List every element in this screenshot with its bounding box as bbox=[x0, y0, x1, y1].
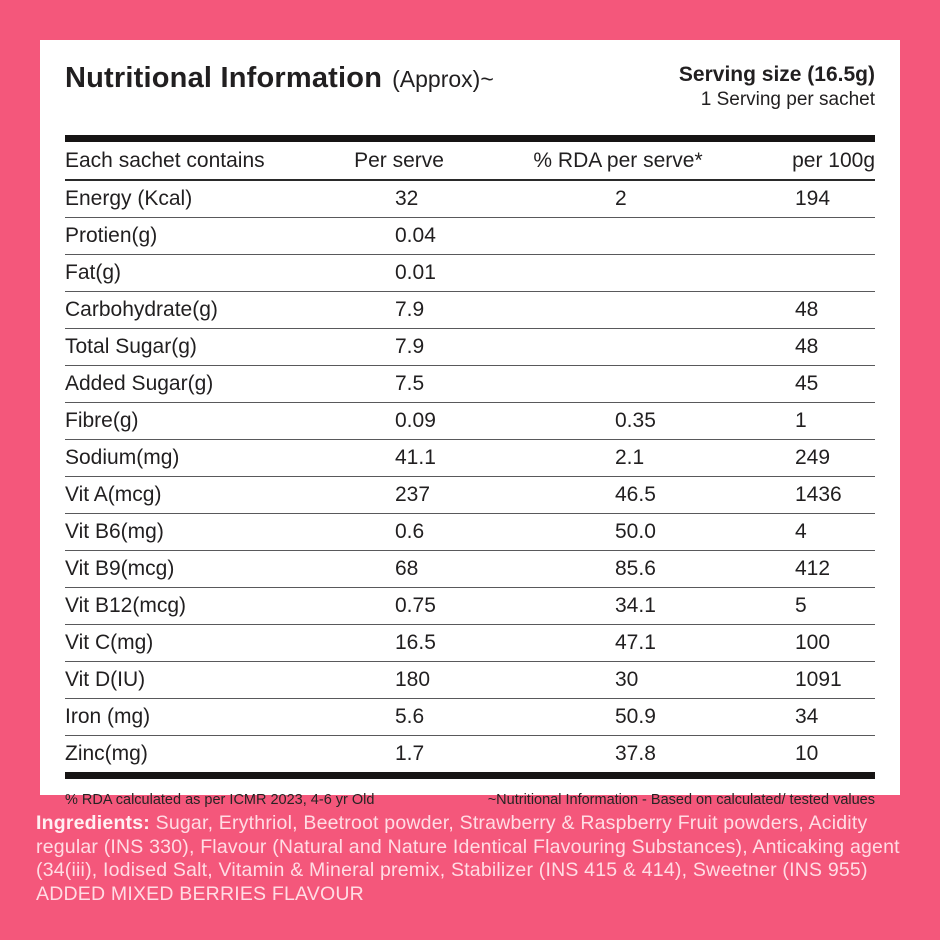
row-label: Iron (mg) bbox=[65, 705, 151, 728]
per-100g-value: 4 bbox=[795, 520, 807, 543]
per-serve-value: 0.04 bbox=[395, 224, 436, 247]
nutrition-card: Nutritional Information (Approx)~ Servin… bbox=[40, 40, 900, 808]
nutrition-table-header: Each sachet contains Per serve % RDA per… bbox=[65, 142, 875, 181]
rda-value: 2 bbox=[615, 187, 627, 210]
per-serve-value: 41.1 bbox=[395, 446, 436, 469]
rda-value: 50.9 bbox=[615, 705, 656, 728]
per-serve-value: 32 bbox=[395, 187, 419, 210]
rda-value: 50.0 bbox=[615, 520, 656, 543]
per-100g-value: 10 bbox=[795, 742, 819, 765]
table-row: Vit B6(mg) 0.6 50.0 4 bbox=[65, 514, 875, 551]
row-label: Protien(g) bbox=[65, 224, 158, 247]
serving-info: Serving size (16.5g) 1 Serving per sache… bbox=[679, 62, 875, 112]
rda-value: 85.6 bbox=[615, 557, 656, 580]
table-row: Fibre(g) 0.09 0.35 1 bbox=[65, 403, 875, 440]
column-header-contains: Each sachet contains bbox=[65, 148, 265, 172]
rda-value: 46.5 bbox=[615, 483, 656, 506]
table-row: Sodium(mg) 41.1 2.1 249 bbox=[65, 440, 875, 477]
footnotes: % RDA calculated as per ICMR 2023, 4-6 y… bbox=[65, 792, 875, 808]
table-row: Vit C(mg) 16.5 47.1 100 bbox=[65, 625, 875, 662]
row-label: Energy (Kcal) bbox=[65, 187, 193, 210]
per-100g-value: 194 bbox=[795, 187, 831, 210]
per-100g-value: 5 bbox=[795, 594, 807, 617]
page-title: Nutritional Information bbox=[65, 62, 383, 94]
per-100g-value: 1436 bbox=[795, 483, 842, 506]
row-label: Vit C(mg) bbox=[65, 631, 154, 654]
per-100g-value: 1 bbox=[795, 409, 807, 432]
column-header-rda: % RDA per serve* bbox=[533, 148, 703, 172]
row-label: Fat(g) bbox=[65, 261, 122, 284]
per-serve-value: 7.5 bbox=[395, 372, 425, 395]
table-row: Carbohydrate(g) 7.9 48 bbox=[65, 292, 875, 329]
table-row: Vit A(mcg) 237 46.5 1436 bbox=[65, 477, 875, 514]
ingredients-text: Sugar, Erythriol, Beetroot powder, Straw… bbox=[36, 812, 900, 905]
row-label: Vit A(mcg) bbox=[65, 483, 162, 506]
row-label: Fibre(g) bbox=[65, 409, 139, 432]
table-row: Total Sugar(g) 7.9 48 bbox=[65, 329, 875, 366]
per-100g-value: 1091 bbox=[795, 668, 842, 691]
row-label: Zinc(mg) bbox=[65, 742, 148, 765]
ingredients-label: Ingredients: bbox=[36, 812, 150, 834]
table-row: Fat(g) 0.01 bbox=[65, 255, 875, 292]
per-serve-value: 7.9 bbox=[395, 335, 425, 358]
column-header-per-100g: per 100g bbox=[792, 148, 875, 172]
table-row: Vit B9(mcg) 68 85.6 412 bbox=[65, 551, 875, 588]
per-100g-value: 45 bbox=[795, 372, 819, 395]
ingredients-paragraph: Ingredients: Sugar, Erythriol, Beetroot … bbox=[36, 812, 912, 906]
per-serve-value: 0.09 bbox=[395, 409, 436, 432]
rda-value: 30 bbox=[615, 668, 639, 691]
row-label: Sodium(mg) bbox=[65, 446, 180, 469]
table-row: Protien(g) 0.04 bbox=[65, 218, 875, 255]
per-100g-value: 100 bbox=[795, 631, 831, 654]
per-serve-value: 0.6 bbox=[395, 520, 425, 543]
per-100g-value: 48 bbox=[795, 298, 819, 321]
per-serve-value: 237 bbox=[395, 483, 431, 506]
row-label: Vit B12(mcg) bbox=[65, 594, 186, 617]
rda-value: 47.1 bbox=[615, 631, 656, 654]
rda-value: 37.8 bbox=[615, 742, 656, 765]
footnote-nutrition-basis: ~Nutritional Information - Based on calc… bbox=[487, 792, 875, 808]
per-serve-value: 5.6 bbox=[395, 705, 425, 728]
per-serve-value: 7.9 bbox=[395, 298, 425, 321]
rda-value: 34.1 bbox=[615, 594, 656, 617]
bottom-divider bbox=[65, 772, 875, 779]
table-row: Added Sugar(g) 7.5 45 bbox=[65, 366, 875, 403]
title-block: Nutritional Information (Approx)~ bbox=[65, 62, 494, 95]
per-100g-value: 412 bbox=[795, 557, 831, 580]
title-row: Nutritional Information (Approx)~ Servin… bbox=[65, 40, 875, 122]
row-label: Vit D(IU) bbox=[65, 668, 146, 691]
row-label: Added Sugar(g) bbox=[65, 372, 214, 395]
table-row: Zinc(mg) 1.7 37.8 10 bbox=[65, 736, 875, 772]
serving-size: Serving size (16.5g) bbox=[678, 63, 875, 86]
nutrition-table-body: Energy (Kcal) 32 2 194 Protien(g) 0.04 Fat(g) 0… bbox=[65, 181, 875, 772]
per-serve-value: 16.5 bbox=[395, 631, 436, 654]
per-serve-value: 68 bbox=[395, 557, 419, 580]
rda-value: 0.35 bbox=[615, 409, 656, 432]
per-serve-value: 1.7 bbox=[395, 742, 425, 765]
footnote-rda: % RDA calculated as per ICMR 2023, 4-6 y… bbox=[65, 792, 375, 808]
per-100g-value: 48 bbox=[795, 335, 819, 358]
row-label: Vit B9(mcg) bbox=[65, 557, 175, 580]
table-row: Vit D(IU) 180 30 1091 bbox=[65, 662, 875, 699]
per-serve-value: 0.01 bbox=[395, 261, 436, 284]
title-suffix: (Approx)~ bbox=[392, 66, 494, 92]
table-row: Vit B12(mcg) 0.75 34.1 5 bbox=[65, 588, 875, 625]
row-label: Vit B6(mg) bbox=[65, 520, 164, 543]
per-100g-value: 249 bbox=[795, 446, 831, 469]
per-100g-value: 34 bbox=[795, 705, 819, 728]
top-divider bbox=[65, 135, 875, 142]
row-label: Carbohydrate(g) bbox=[65, 298, 218, 321]
servings-per-pack: 1 Serving per sachet bbox=[700, 89, 875, 111]
row-label: Total Sugar(g) bbox=[65, 335, 197, 358]
table-row: Iron (mg) 5.6 50.9 34 bbox=[65, 699, 875, 736]
per-serve-value: 0.75 bbox=[395, 594, 436, 617]
column-header-per-serve: Per serve bbox=[354, 148, 444, 172]
per-serve-value: 180 bbox=[395, 668, 431, 691]
table-row: Energy (Kcal) 32 2 194 bbox=[65, 181, 875, 218]
rda-value: 2.1 bbox=[615, 446, 645, 469]
